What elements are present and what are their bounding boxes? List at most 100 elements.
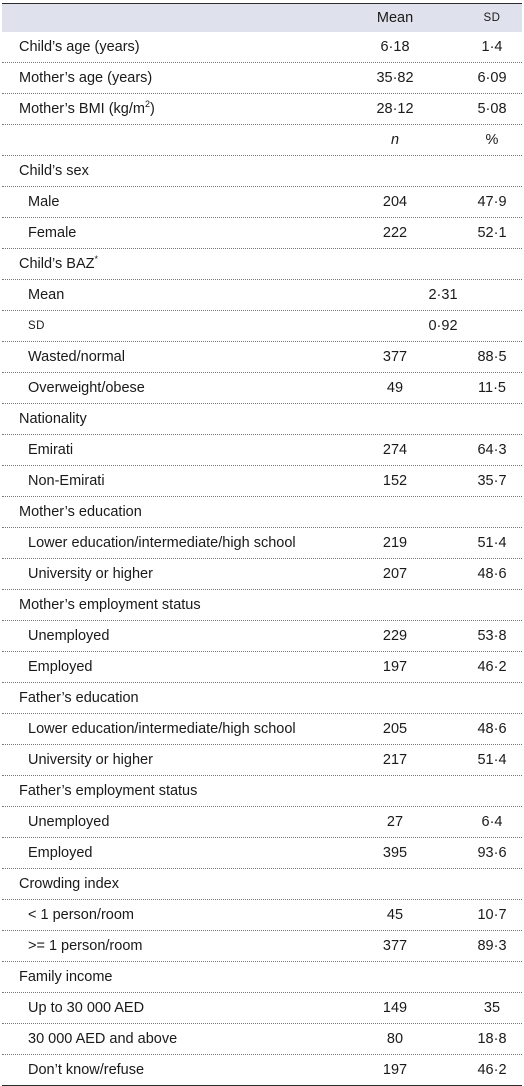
pct-value: 48·6 — [477, 721, 507, 737]
row-label: Mother’s BMI (kg/m2) — [19, 100, 155, 117]
table-row: 30 000 AED and above 80 18·8 — [2, 1024, 522, 1055]
bmi-label-text: Mother’s BMI (kg/m — [19, 101, 145, 117]
row-label: Wasted/normal — [28, 349, 125, 365]
row-label: Emirati — [28, 442, 74, 458]
header-mean: Mean — [376, 10, 414, 26]
pct-value: 35·7 — [477, 473, 507, 489]
section-title: Mother’s education — [2, 497, 522, 528]
pct-value: 47·9 — [477, 194, 507, 210]
row-label: Employed — [28, 845, 93, 861]
pct-value: 93·6 — [477, 845, 507, 861]
section-title: Mother’s employment status — [2, 590, 522, 621]
section-title: Crowding index — [2, 869, 522, 900]
section-title: Child’s BAZ* — [2, 249, 522, 280]
table-row: Mother’s BMI (kg/m2) 28·12 5·08 — [2, 94, 522, 125]
pct-value: 88·5 — [477, 349, 507, 365]
row-label: 30 000 AED and above — [28, 1031, 178, 1047]
section-title: Family income — [2, 962, 522, 993]
row-label: Don’t know/refuse — [28, 1062, 145, 1078]
pct-value: 51·4 — [477, 752, 507, 768]
row-label: Non-Emirati — [28, 473, 105, 489]
table-row: < 1 person/room 45 10·7 — [2, 900, 522, 931]
row-label: Child’s age (years) — [19, 39, 140, 55]
sd-value: 6·09 — [477, 70, 507, 86]
section-label: Father’s employment status — [19, 783, 198, 799]
n-value: 395 — [382, 845, 408, 861]
row-label: Female — [28, 225, 77, 241]
pct-value: 46·2 — [477, 659, 507, 675]
pct-value: 10·7 — [477, 907, 507, 923]
n-value: 80 — [386, 1031, 404, 1047]
table-row: Female 222 52·1 — [2, 218, 522, 249]
row-label: Lower education/intermediate/high school — [28, 721, 296, 737]
pct-value: 18·8 — [477, 1031, 507, 1047]
table-row: Unemployed 27 6·4 — [2, 807, 522, 838]
data-table: Mean SD Child’s age (years) 6·18 1·4 Mot… — [2, 3, 522, 1086]
table-row: Mother’s age (years) 35·82 6·09 — [2, 63, 522, 94]
n-value: 27 — [386, 814, 404, 830]
table-row: SD 0·92 — [2, 311, 522, 342]
row-label: Overweight/obese — [28, 380, 145, 396]
n-value: 45 — [386, 907, 404, 923]
section-title: Child’s sex — [2, 156, 522, 187]
sd-value: 1·4 — [481, 39, 503, 55]
pct-value: 6·4 — [481, 814, 503, 830]
n-value: 49 — [386, 380, 404, 396]
pct-value: 53·8 — [477, 628, 507, 644]
section-label: Mother’s education — [19, 504, 142, 520]
subheader-n: n — [390, 132, 400, 148]
n-value: 197 — [382, 659, 408, 675]
pct-value: 64·3 — [477, 442, 507, 458]
section-label: Mother’s employment status — [19, 597, 201, 613]
row-label: Mother’s age (years) — [19, 70, 153, 86]
mean-value: 6·18 — [380, 39, 410, 55]
table-row: Don’t know/refuse 197 46·2 — [2, 1055, 522, 1085]
table-row: >= 1 person/room 377 89·3 — [2, 931, 522, 962]
section-title: Father’s employment status — [2, 776, 522, 807]
row-label: University or higher — [28, 566, 153, 582]
n-value: 204 — [382, 194, 408, 210]
row-label: Male — [28, 194, 60, 210]
row-label: Up to 30 000 AED — [28, 1000, 145, 1016]
row-label: Mean — [28, 287, 65, 303]
section-title: Father’s education — [2, 683, 522, 714]
row-label: Unemployed — [28, 814, 110, 830]
section-label: Father’s education — [19, 690, 139, 706]
n-value: 217 — [382, 752, 408, 768]
row-label: Unemployed — [28, 628, 110, 644]
table-row: Up to 30 000 AED 149 35 — [2, 993, 522, 1024]
n-value: 377 — [382, 349, 408, 365]
header-sd: SD — [483, 12, 501, 24]
section-label: Child’s sex — [19, 163, 89, 179]
n-value: 219 — [382, 535, 408, 551]
sd-value: 5·08 — [477, 101, 507, 117]
n-value: 229 — [382, 628, 408, 644]
section-label: Child’s BAZ* — [19, 254, 98, 272]
mean-value: 35·82 — [376, 70, 414, 86]
row-label: SD — [28, 320, 45, 332]
n-value: 205 — [382, 721, 408, 737]
table-row: Wasted/normal 377 88·5 — [2, 342, 522, 373]
row-label: University or higher — [28, 752, 153, 768]
section-title: Nationality — [2, 404, 522, 435]
n-value: 377 — [382, 938, 408, 954]
baz-mean-value: 2·31 — [428, 287, 458, 303]
table-row: Employed 395 93·6 — [2, 838, 522, 869]
mean-value: 28·12 — [376, 101, 414, 117]
table-row: Overweight/obese 49 11·5 — [2, 373, 522, 404]
baz-sd-value: 0·92 — [428, 318, 458, 334]
table-header-row: Mean SD — [2, 4, 522, 32]
table-row: Emirati 274 64·3 — [2, 435, 522, 466]
row-label: >= 1 person/room — [28, 938, 143, 954]
n-value: 207 — [382, 566, 408, 582]
bmi-label-end: ) — [149, 101, 155, 117]
pct-value: 51·4 — [477, 535, 507, 551]
section-label: Crowding index — [19, 876, 119, 892]
row-label: Lower education/intermediate/high school — [28, 535, 296, 551]
table-row: Lower education/intermediate/high school… — [2, 528, 522, 559]
section-label: Nationality — [19, 411, 87, 427]
footnote-marker: * — [94, 254, 98, 265]
table-row: Non-Emirati 152 35·7 — [2, 466, 522, 497]
table-row: University or higher 207 48·6 — [2, 559, 522, 590]
pct-value: 35 — [483, 1000, 501, 1016]
